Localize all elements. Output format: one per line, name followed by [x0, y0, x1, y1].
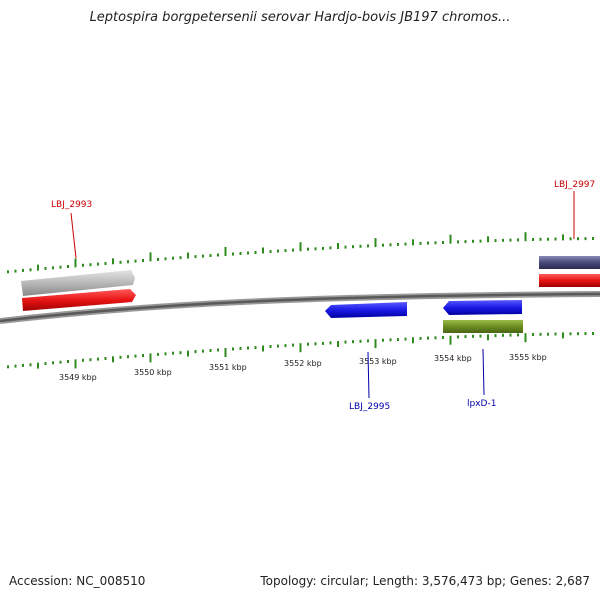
- backbone: [0, 292, 600, 323]
- gene-lbj-2997-bar[interactable]: [539, 274, 600, 287]
- gene-lbj-2993-arrow[interactable]: [21, 270, 135, 296]
- tick-label-3555: 3555 kbp: [509, 353, 547, 362]
- tick-row-upper: [7, 232, 594, 274]
- gene-reverse-arrow[interactable]: [443, 300, 522, 315]
- gene-label-lpxd-1[interactable]: lpxD-1: [467, 399, 496, 409]
- tick-row-lower: [7, 332, 594, 369]
- leader-lbj-2993: [70, 212, 77, 259]
- leader-lbj-2995: [367, 351, 370, 399]
- gene-lbj-2995-arrow[interactable]: [325, 302, 407, 318]
- tick-label-3553: 3553 kbp: [359, 357, 397, 366]
- tick-label-3549: 3549 kbp: [59, 373, 97, 382]
- tick-label-3552: 3552 kbp: [284, 359, 322, 368]
- map-title: Leptospira borgpetersenii serovar Hardjo…: [89, 10, 511, 25]
- topology-summary: Topology: circular; Length: 3,576,473 bp…: [260, 574, 590, 588]
- gene-hypothetical-bar[interactable]: [539, 256, 600, 269]
- leader-lpxd-1: [482, 348, 485, 396]
- tick-label-3550: 3550 kbp: [134, 368, 172, 377]
- gene-label-lbj-2997[interactable]: LBJ_2997: [554, 180, 595, 190]
- gene-label-lbj-2995[interactable]: LBJ_2995: [349, 402, 390, 412]
- gene-lbj-2993-bar[interactable]: [22, 289, 136, 311]
- tick-label-3551: 3551 kbp: [209, 363, 247, 372]
- gene-label-lbj-2993[interactable]: LBJ_2993: [51, 200, 92, 210]
- gene-lpxd-1-bar[interactable]: [443, 320, 523, 333]
- accession-text: Accession: NC_008510: [9, 574, 146, 588]
- tick-label-3554: 3554 kbp: [434, 354, 472, 363]
